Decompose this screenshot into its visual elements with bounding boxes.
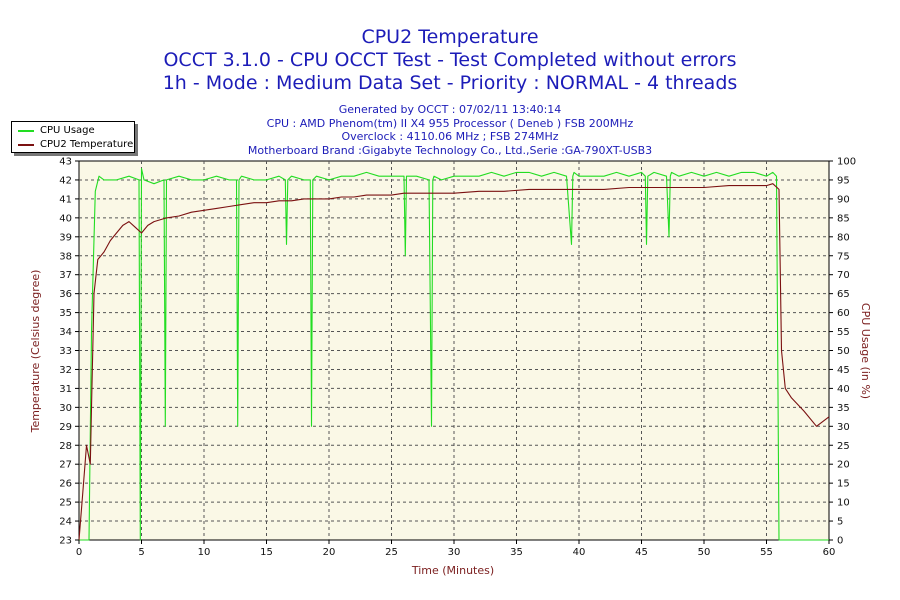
legend-label-cpu-usage: CPU Usage xyxy=(40,125,95,136)
x-tick-label: 20 xyxy=(323,547,336,558)
chart-subtitle-1: OCCT 3.1.0 - CPU OCCT Test - Test Comple… xyxy=(163,49,737,71)
y-right-tick-label: 90 xyxy=(837,194,850,205)
y-left-tick-label: 39 xyxy=(59,232,72,243)
y-left-tick-label: 36 xyxy=(59,289,72,300)
y-right-tick-label: 15 xyxy=(837,479,850,490)
y-right-tick-label: 55 xyxy=(837,327,850,338)
chart-subtitle-2: 1h - Mode : Medium Data Set - Priority :… xyxy=(162,72,738,94)
y-axis-left-label: Temperature (Celsius degree) xyxy=(29,270,42,434)
y-right-tick-label: 10 xyxy=(837,498,850,509)
y-right-tick-label: 100 xyxy=(837,157,856,168)
y-right-tick-label: 85 xyxy=(837,213,850,224)
y-right-tick-label: 45 xyxy=(837,365,850,376)
y-left-tick-label: 30 xyxy=(59,403,72,414)
x-tick-label: 55 xyxy=(760,547,773,558)
y-left-tick-label: 32 xyxy=(59,365,72,376)
y-right-tick-label: 60 xyxy=(837,308,850,319)
x-tick-label: 60 xyxy=(823,547,836,558)
y-left-tick-label: 37 xyxy=(59,270,72,281)
y-left-tick-label: 27 xyxy=(59,460,72,471)
info-overclock: Overclock : 4110.06 MHz ; FSB 274MHz xyxy=(341,130,559,144)
info-cpu: CPU : AMD Phenom(tm) II X4 955 Processor… xyxy=(266,116,634,130)
y-left-tick-label: 31 xyxy=(59,384,72,395)
y-right-tick-label: 50 xyxy=(837,346,850,357)
y-right-tick-label: 70 xyxy=(837,270,850,281)
x-tick-label: 10 xyxy=(198,547,211,558)
y-left-tick-label: 29 xyxy=(59,422,72,433)
legend-item-cpu2-temperature: CPU2 Temperature xyxy=(18,138,133,151)
y-left-tick-label: 43 xyxy=(59,157,72,168)
y-right-tick-label: 20 xyxy=(837,460,850,471)
legend-item-cpu-usage: CPU Usage xyxy=(18,124,95,137)
y-left-tick-label: 33 xyxy=(59,346,72,357)
y-left-tick-label: 38 xyxy=(59,251,72,262)
legend-swatch-cpu-usage xyxy=(18,129,34,132)
y-right-tick-label: 80 xyxy=(837,232,850,243)
x-tick-label: 5 xyxy=(138,547,144,558)
x-tick-label: 40 xyxy=(573,547,586,558)
y-right-tick-label: 35 xyxy=(837,403,850,414)
y-right-tick-label: 75 xyxy=(837,251,850,262)
x-axis-label: Time (Minutes) xyxy=(411,564,494,577)
y-right-tick-label: 5 xyxy=(837,517,843,528)
y-left-tick-label: 35 xyxy=(59,308,72,319)
y-right-tick-label: 40 xyxy=(837,384,850,395)
x-tick-label: 15 xyxy=(260,547,273,558)
info-motherboard: Motherboard Brand :Gigabyte Technology C… xyxy=(247,144,653,158)
y-right-tick-label: 95 xyxy=(837,175,850,186)
x-tick-label: 30 xyxy=(448,547,461,558)
y-left-tick-label: 28 xyxy=(59,441,72,452)
y-right-tick-label: 25 xyxy=(837,441,850,452)
legend-swatch-cpu2-temperature xyxy=(18,143,34,146)
chart-info-block: Generated by OCCT : 07/02/11 13:40:14 CP… xyxy=(0,103,900,158)
y-left-tick-label: 23 xyxy=(59,536,72,547)
x-tick-label: 45 xyxy=(635,547,648,558)
y-left-tick-label: 26 xyxy=(59,479,72,490)
y-left-tick-label: 42 xyxy=(59,175,72,186)
x-tick-label: 25 xyxy=(385,547,398,558)
chart-legend: CPU Usage CPU2 Temperature xyxy=(11,121,135,153)
x-tick-label: 50 xyxy=(698,547,711,558)
y-right-tick-label: 0 xyxy=(837,536,843,547)
y-left-tick-label: 34 xyxy=(59,327,72,338)
chart-title: CPU2 Temperature xyxy=(361,26,539,48)
legend-label-cpu2-temperature: CPU2 Temperature xyxy=(40,139,134,150)
y-left-tick-label: 24 xyxy=(59,517,72,528)
y-left-tick-label: 25 xyxy=(59,498,72,509)
x-tick-label: 35 xyxy=(510,547,523,558)
series-line-cpu2-temperature xyxy=(78,183,830,541)
info-generated: Generated by OCCT : 07/02/11 13:40:14 xyxy=(338,103,562,116)
y-left-tick-label: 41 xyxy=(59,194,72,205)
y-axis-right-label: CPU Usage (in %) xyxy=(859,303,872,399)
series-line-cpu-usage xyxy=(79,168,829,541)
y-left-tick-label: 40 xyxy=(59,213,72,224)
y-right-tick-label: 30 xyxy=(837,422,850,433)
y-right-tick-label: 65 xyxy=(837,289,850,300)
x-tick-label: 0 xyxy=(76,547,82,558)
